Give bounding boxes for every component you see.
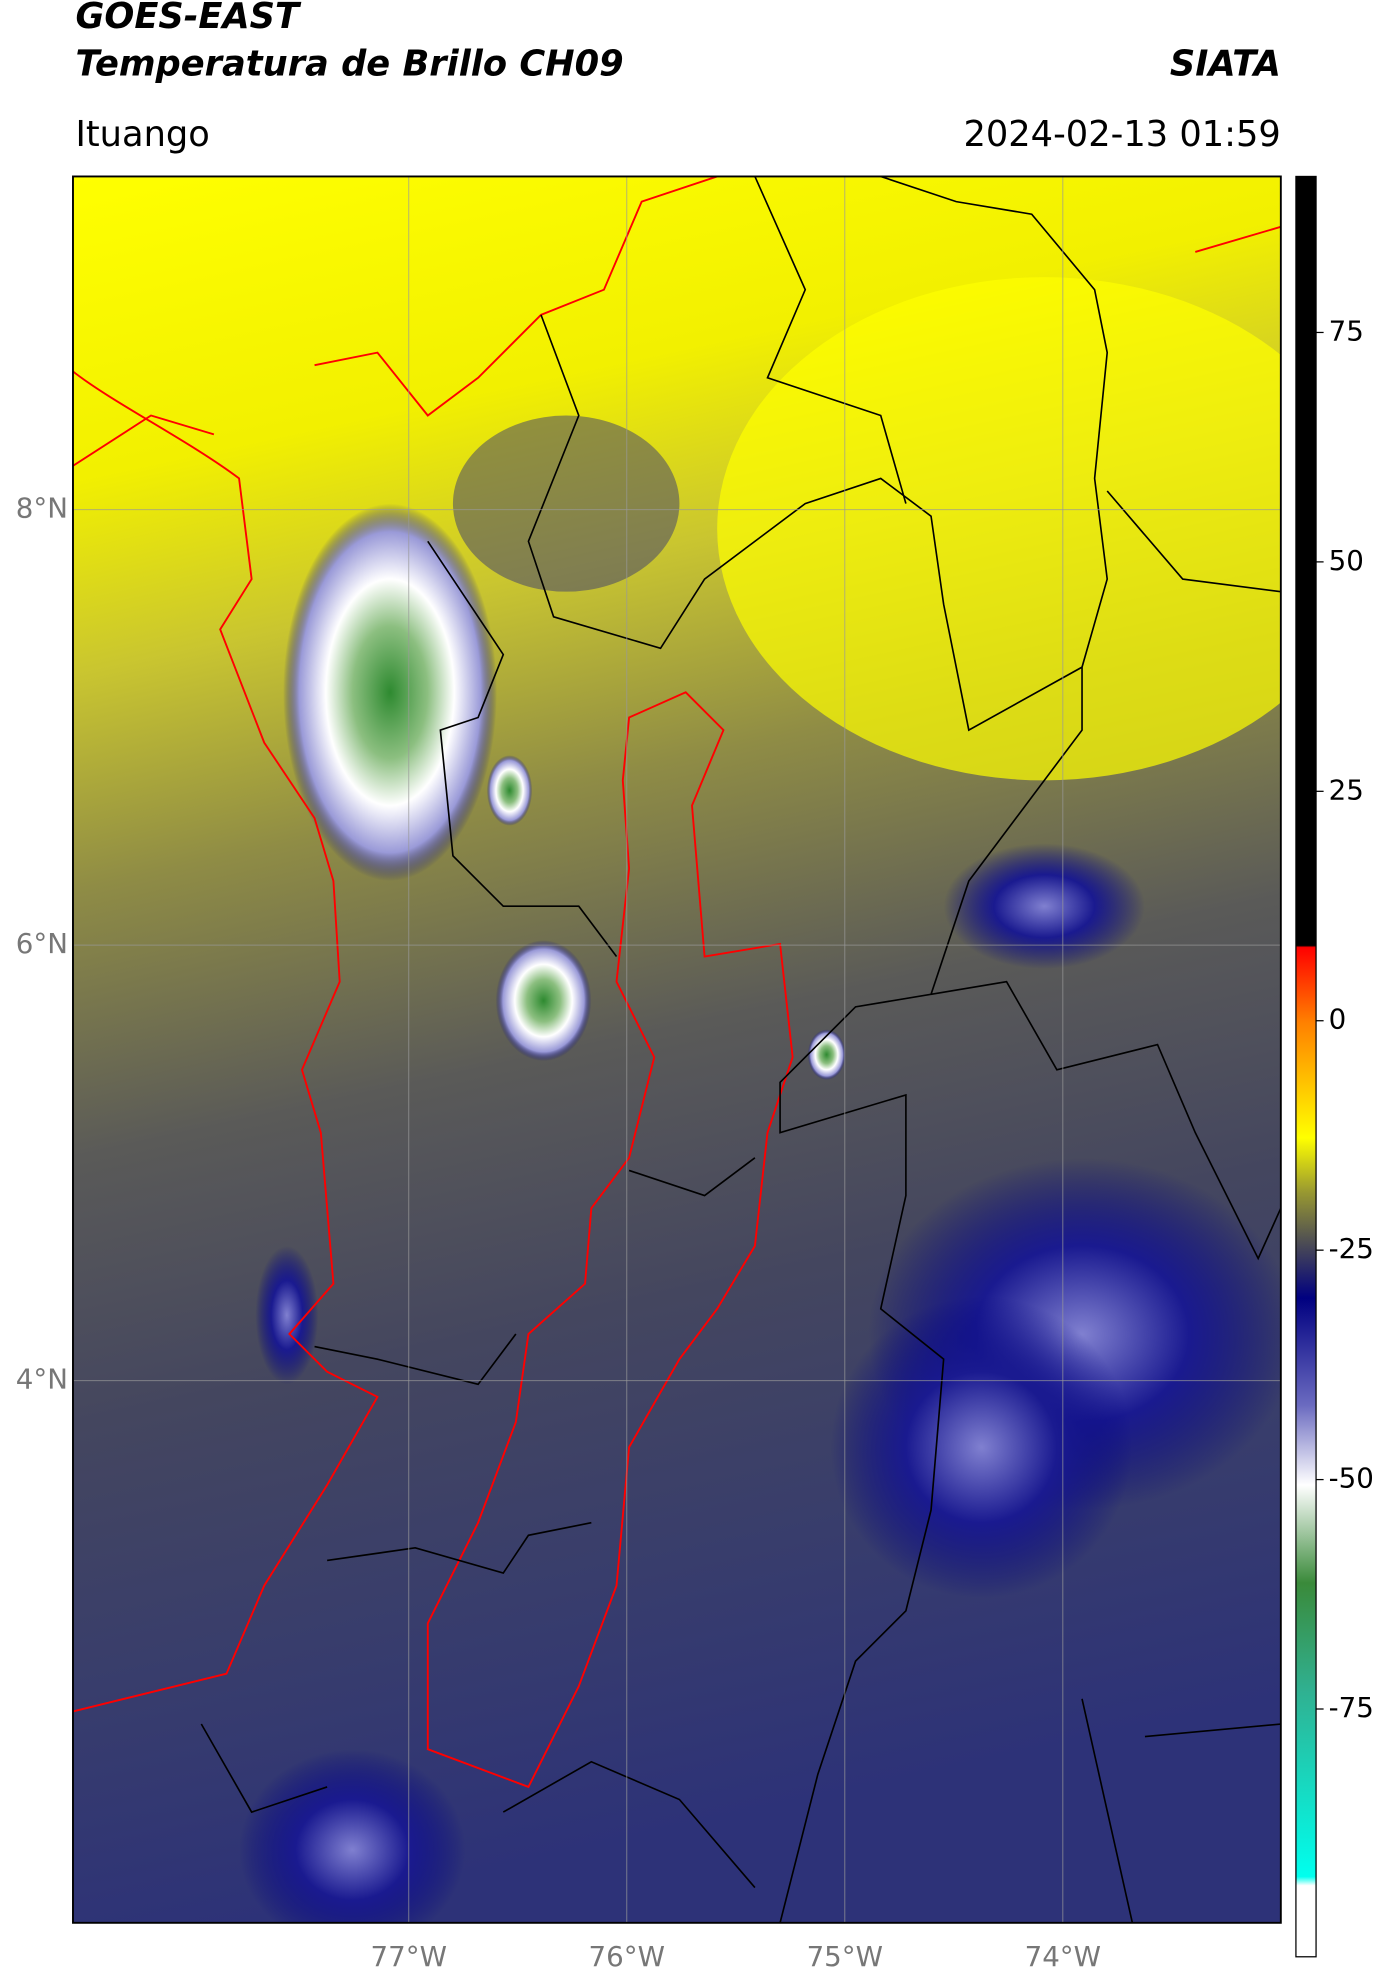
gridlines <box>72 176 1281 1923</box>
colorbar-tick-label: -25 <box>1329 1232 1374 1265</box>
colorbar-tick-label: 25 <box>1329 773 1364 806</box>
colorbar <box>1295 175 1317 1958</box>
product: Temperatura de Brillo CH09 <box>75 44 623 85</box>
colorbar-tick-label: 50 <box>1329 544 1364 577</box>
colorbar-tick-label: 75 <box>1329 314 1364 347</box>
lon-tick-label: 74°W <box>1025 1940 1101 1973</box>
map-frame <box>72 175 1282 1924</box>
satellite: GOES-EAST <box>75 0 302 37</box>
lon-tick-label: 76°W <box>589 1940 665 1973</box>
colorbar-tick-label: 0 <box>1329 1003 1347 1036</box>
datetime: 2024-02-13 01:59 <box>963 114 1280 155</box>
lon-tick-label: 75°W <box>807 1940 883 1973</box>
lat-tick-label: 8°N <box>16 492 68 525</box>
colorbar-tick-label: -75 <box>1329 1691 1374 1724</box>
location: Ituango <box>75 114 209 155</box>
colorbar-tick-label: -50 <box>1329 1462 1374 1495</box>
brand: SIATA <box>1170 44 1281 85</box>
lat-tick-label: 4°N <box>16 1363 68 1396</box>
lat-tick-label: 6°N <box>16 927 68 960</box>
lon-tick-label: 77°W <box>371 1940 447 1973</box>
map-image <box>72 176 1281 1923</box>
